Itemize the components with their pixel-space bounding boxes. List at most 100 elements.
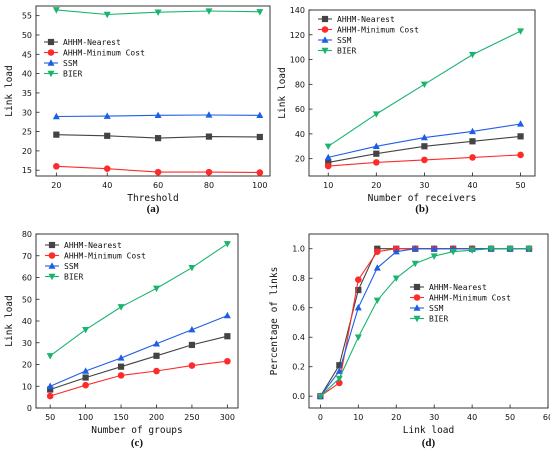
data-point xyxy=(52,112,60,120)
series-line-2 xyxy=(49,315,228,387)
plot-frame xyxy=(35,5,271,177)
legend-label: BIER xyxy=(64,273,83,282)
y-tick-label: 140 xyxy=(290,6,305,15)
data-point xyxy=(411,245,419,252)
data-point xyxy=(152,285,160,293)
legend-label: AHHM-Nearest xyxy=(429,283,487,292)
x-tick-label: 10 xyxy=(323,181,333,190)
legend-label: AHHM-Minimum Cost xyxy=(337,26,419,35)
x-axis-label: Number of groups xyxy=(91,425,183,436)
data-point xyxy=(103,112,111,119)
y-tick-label: 45 xyxy=(22,50,32,59)
data-point xyxy=(373,248,381,255)
y-tick-label: 60 xyxy=(295,105,305,114)
y-tick-label: 20 xyxy=(22,147,32,156)
x-axis-label: Threshold xyxy=(127,193,178,204)
x-tick-label: 50 xyxy=(505,413,515,422)
legend-marker xyxy=(48,241,56,249)
x-tick-label: 20 xyxy=(391,413,401,422)
data-point xyxy=(411,260,419,268)
legend-marker xyxy=(321,47,329,55)
x-tick-label: 20 xyxy=(371,181,381,190)
y-tick-label: 40 xyxy=(295,130,305,139)
y-tick-label: 25 xyxy=(22,128,32,137)
data-point xyxy=(469,154,476,161)
data-point xyxy=(517,151,524,159)
x-tick-label: 50 xyxy=(515,181,525,190)
data-point xyxy=(336,362,343,369)
data-point xyxy=(354,334,362,341)
legend-label: AHHM-Minimum Cost xyxy=(63,49,145,58)
panel-caption: (d) xyxy=(422,437,436,449)
x-tick-label: 30 xyxy=(429,413,439,422)
y-axis-label: Link load xyxy=(277,67,288,118)
data-point xyxy=(46,382,54,389)
data-point xyxy=(469,138,476,145)
legend-marker xyxy=(413,315,421,323)
legend-marker xyxy=(47,49,55,56)
data-point xyxy=(421,143,428,150)
data-point xyxy=(506,246,514,253)
y-tick-label: 50 xyxy=(22,31,32,40)
data-point xyxy=(449,248,457,256)
x-tick-label: 50 xyxy=(45,413,55,422)
plot-frame xyxy=(308,233,549,409)
chart-panel-d: 0 10 20 30 40 50 60 0.0 0.2 0.4 0.6 0.8 1.0 Link load… xyxy=(269,233,550,449)
data-point xyxy=(103,11,111,19)
y-tick-label: 0.8 xyxy=(292,274,305,283)
data-point xyxy=(430,245,438,252)
x-tick-label: 10 xyxy=(353,413,363,422)
data-point xyxy=(468,247,476,254)
data-point xyxy=(324,162,332,170)
legend-marker xyxy=(321,15,329,23)
legend-label: BIER xyxy=(429,315,448,324)
data-point xyxy=(53,131,60,138)
y-tick-label: 20 xyxy=(295,155,305,164)
x-axis-label: Number of receivers xyxy=(368,193,477,204)
data-point xyxy=(104,132,111,139)
data-point xyxy=(154,135,162,142)
x-axis-label: Link load xyxy=(403,425,454,436)
data-point xyxy=(82,327,90,334)
data-point xyxy=(468,127,476,135)
x-tick-label: 20 xyxy=(51,181,61,190)
legend-marker xyxy=(413,283,421,291)
data-point xyxy=(256,9,264,16)
y-tick-label: 40 xyxy=(22,70,32,79)
y-tick-label: 50 xyxy=(22,295,32,304)
data-point xyxy=(153,352,160,359)
y-tick-label: 100 xyxy=(290,56,305,65)
y-tick-label: 35 xyxy=(22,89,32,98)
data-point xyxy=(468,51,476,59)
data-point xyxy=(52,7,60,14)
data-point xyxy=(373,150,380,157)
x-tick-label: 40 xyxy=(467,181,477,190)
legend-marker xyxy=(413,304,421,311)
data-point xyxy=(188,265,196,272)
data-point xyxy=(205,133,213,140)
chart-panel-c: 50 100 150 200 250 300 0 10 20 30 40 50 60 70 80 Number… xyxy=(4,230,239,449)
x-tick-label: 40 xyxy=(467,413,477,422)
data-point xyxy=(487,246,495,253)
y-tick-label: 55 xyxy=(22,12,32,21)
x-tick-label: 40 xyxy=(102,181,112,190)
panel-caption: (a) xyxy=(147,203,160,215)
data-point xyxy=(188,362,196,369)
data-point xyxy=(82,374,89,381)
data-point xyxy=(46,392,54,400)
data-point xyxy=(154,168,162,176)
y-tick-label: 15 xyxy=(22,166,32,175)
data-point xyxy=(335,367,343,374)
data-point xyxy=(373,159,380,166)
data-point xyxy=(517,28,525,35)
data-point xyxy=(421,156,428,164)
data-point xyxy=(154,111,162,119)
y-tick-label: 120 xyxy=(290,31,305,40)
data-point xyxy=(223,241,231,248)
legend-marker xyxy=(47,38,55,46)
y-axis-label: Link load xyxy=(4,295,15,346)
y-tick-label: 60 xyxy=(22,274,32,283)
chart-panel-a: 20 40 60 80 100 15 20 25 30 35 40 45 50 55 Threshold Li… xyxy=(4,5,271,215)
series-line-0 xyxy=(319,248,529,397)
